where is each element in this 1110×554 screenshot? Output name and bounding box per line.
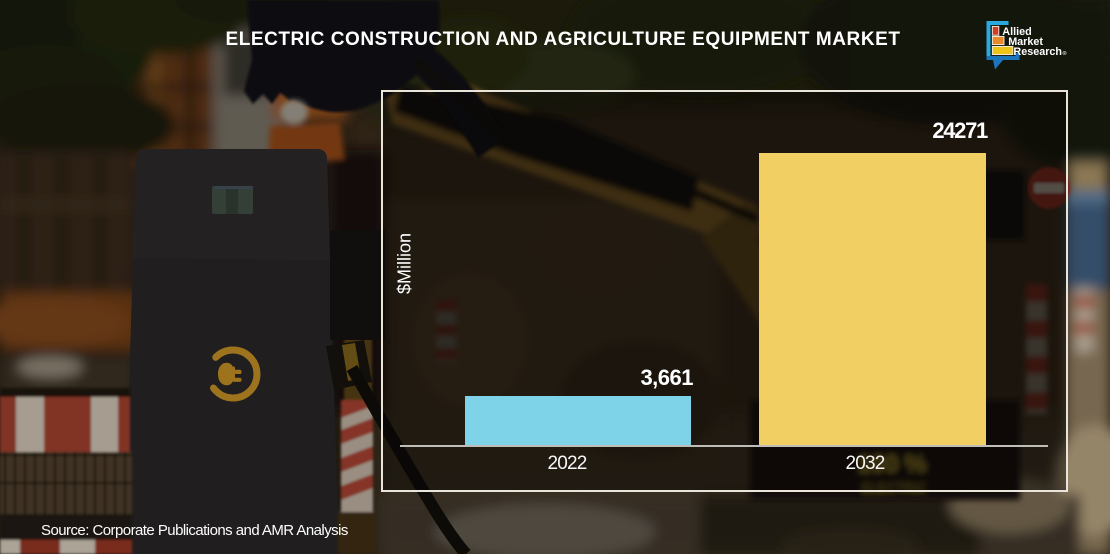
svg-text:Allied: Allied [1002, 26, 1031, 38]
svg-text:Market: Market [1008, 36, 1043, 48]
svg-text:®: ® [1063, 50, 1067, 57]
svg-text:Research: Research [1013, 46, 1062, 58]
svg-text:100 %: 100 % [858, 451, 926, 478]
